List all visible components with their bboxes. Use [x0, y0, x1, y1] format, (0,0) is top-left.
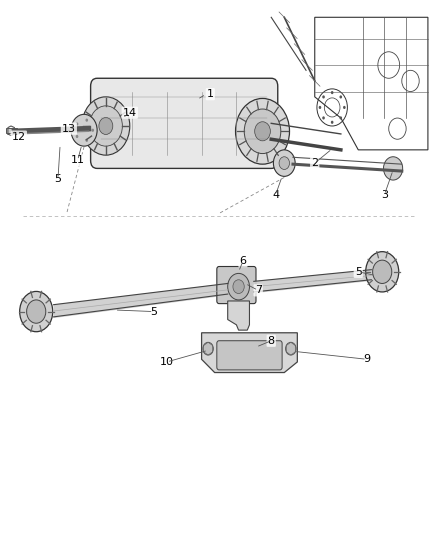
Circle shape: [27, 300, 46, 323]
Text: 9: 9: [364, 354, 371, 364]
Circle shape: [85, 118, 88, 122]
Circle shape: [92, 128, 94, 132]
Text: 2: 2: [311, 158, 318, 168]
Circle shape: [273, 150, 295, 176]
Circle shape: [322, 95, 325, 99]
Text: 6: 6: [240, 256, 247, 266]
Text: 12: 12: [12, 132, 26, 142]
Text: 8: 8: [268, 336, 275, 346]
Circle shape: [89, 106, 122, 146]
Text: 14: 14: [123, 108, 137, 118]
Text: 5: 5: [150, 306, 157, 317]
Bar: [6, 127, 17, 133]
Circle shape: [254, 122, 270, 141]
Circle shape: [244, 109, 281, 154]
Text: 10: 10: [160, 357, 174, 367]
Circle shape: [76, 135, 78, 138]
FancyBboxPatch shape: [91, 78, 278, 168]
Circle shape: [384, 157, 403, 180]
Polygon shape: [228, 301, 250, 330]
Circle shape: [71, 114, 97, 146]
Text: 7: 7: [254, 285, 262, 295]
Text: 13: 13: [62, 124, 76, 134]
Circle shape: [331, 120, 333, 124]
Polygon shape: [201, 333, 297, 373]
Circle shape: [331, 91, 333, 94]
Circle shape: [286, 342, 296, 355]
FancyBboxPatch shape: [217, 266, 256, 304]
Circle shape: [319, 106, 321, 109]
Circle shape: [366, 252, 399, 292]
Circle shape: [339, 116, 342, 119]
FancyBboxPatch shape: [217, 341, 282, 370]
Circle shape: [85, 139, 88, 142]
Circle shape: [279, 157, 290, 169]
Circle shape: [339, 95, 342, 99]
Circle shape: [322, 116, 325, 119]
Circle shape: [82, 97, 130, 155]
Circle shape: [343, 106, 346, 109]
Circle shape: [203, 342, 213, 355]
Text: 3: 3: [381, 190, 388, 200]
Text: 1: 1: [207, 89, 214, 99]
Text: 5: 5: [355, 267, 362, 277]
Circle shape: [20, 292, 53, 332]
Text: 11: 11: [71, 156, 85, 165]
Circle shape: [76, 123, 78, 126]
Text: 4: 4: [272, 190, 279, 200]
Circle shape: [233, 280, 244, 294]
Circle shape: [99, 117, 113, 134]
Circle shape: [236, 99, 290, 164]
Text: 5: 5: [54, 174, 61, 184]
Circle shape: [228, 273, 250, 300]
Circle shape: [373, 260, 392, 284]
